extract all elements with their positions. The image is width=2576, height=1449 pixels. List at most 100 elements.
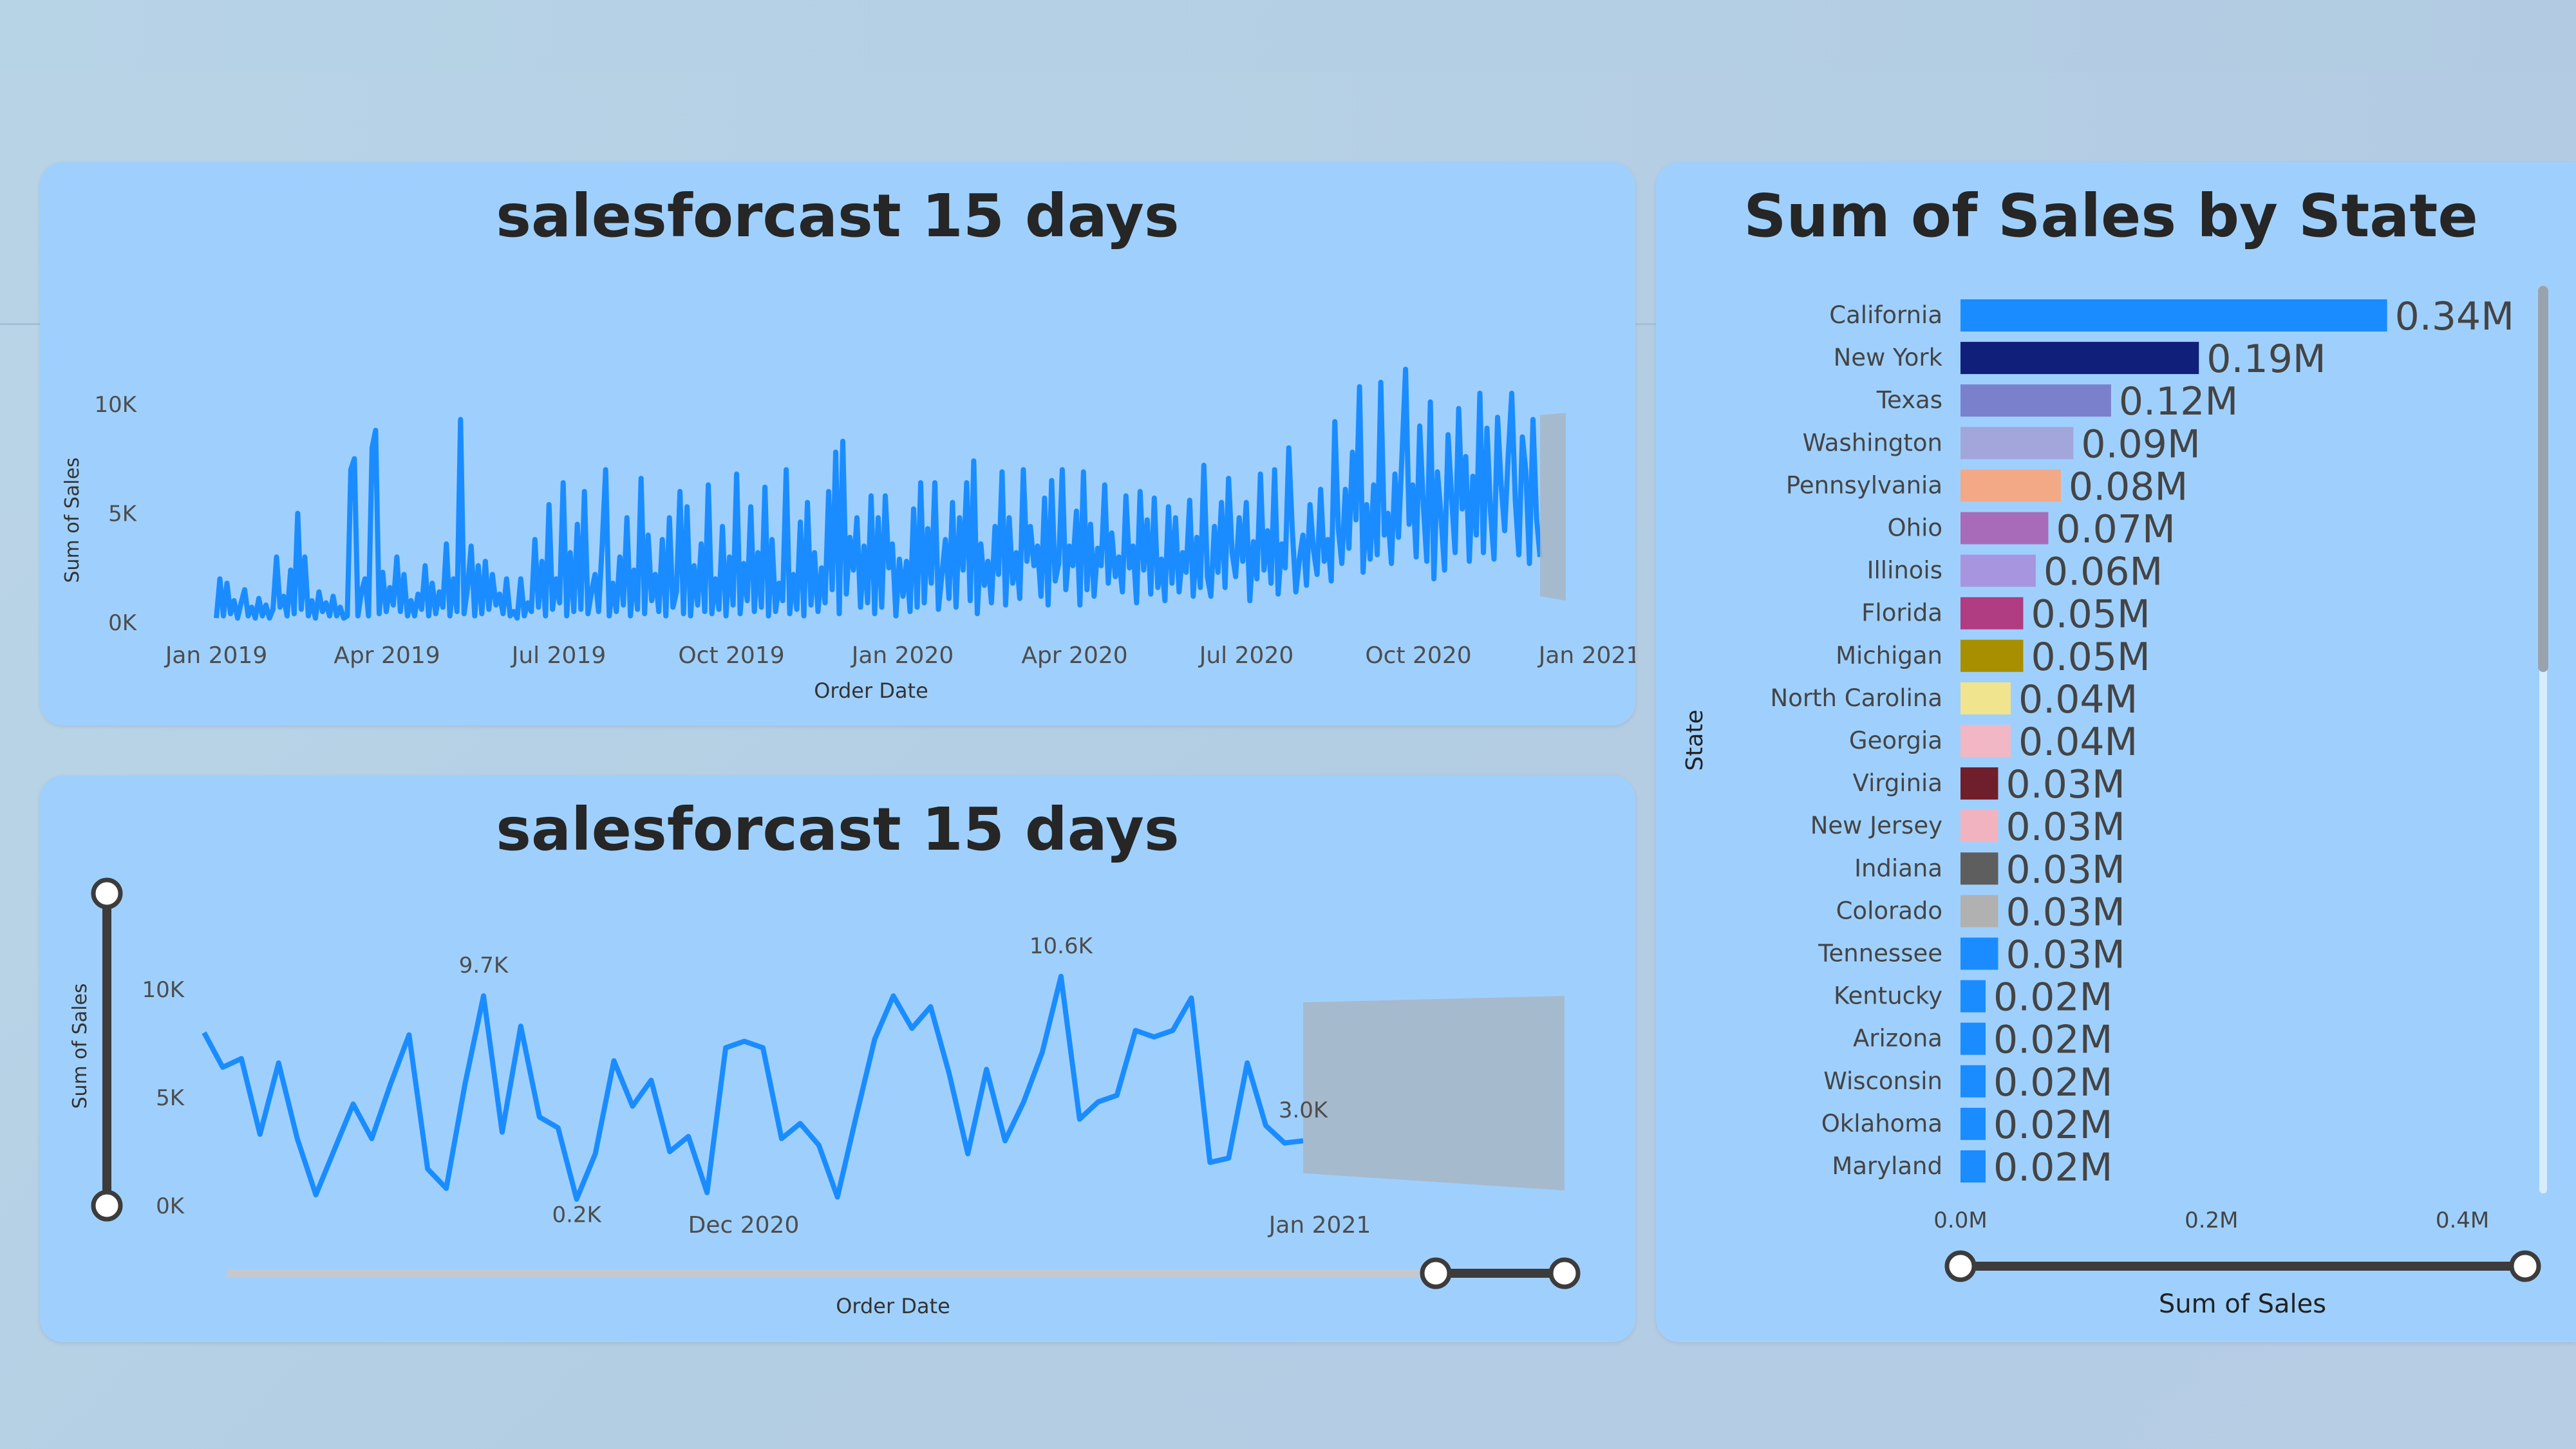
state-category-label: Washington xyxy=(1803,429,1942,456)
state-value-label: 0.03M xyxy=(2006,933,2125,978)
state-category-label: North Carolina xyxy=(1771,684,1942,712)
state-value-label: 0.02M xyxy=(1993,1103,2112,1148)
state-value-label: 0.02M xyxy=(1993,1145,2112,1190)
state-value-label: 0.08M xyxy=(2069,464,2188,509)
state-zoom-slider-right-handle[interactable] xyxy=(2509,1250,2541,1282)
state-value-label: 0.03M xyxy=(2006,847,2125,892)
state-value-label: 0.09M xyxy=(2081,422,2200,467)
state-category-label: Wisconsin xyxy=(1823,1067,1942,1095)
state-category-label: Florida xyxy=(1861,599,1942,627)
state-chart-x-ticks: 0.0M 0.2M 0.4M xyxy=(1933,1208,2489,1233)
state-bar xyxy=(1960,937,1998,970)
top-chart-x-tick: Apr 2019 xyxy=(334,642,440,669)
bottom-chart-data-label: 10.6K xyxy=(1029,933,1094,959)
state-chart-marks: California 0.34M New York 0.19M Texas 0.12M Wa… xyxy=(1771,294,2514,1190)
state-bar xyxy=(1960,512,2049,545)
top-chart-y-ticks: 0K 5K 10K xyxy=(94,392,137,636)
state-bar xyxy=(1960,384,2111,417)
state-category-label: Michigan xyxy=(1836,642,1942,669)
top-chart-x-tick: Oct 2020 xyxy=(1365,642,1471,669)
top-chart-title: salesforcast 15 days xyxy=(496,182,1180,250)
state-bar xyxy=(1960,1107,1986,1140)
bottom-chart-title: salesforcast 15 days xyxy=(496,795,1180,864)
state-category-label: Ohio xyxy=(1888,514,1943,542)
top-chart-y-tick: 5K xyxy=(108,501,138,527)
top-chart-y-axis-label: Sum of Sales xyxy=(61,457,84,583)
bottom-chart-y-tick: 0K xyxy=(156,1193,185,1219)
state-value-label: 0.02M xyxy=(1993,1018,2112,1063)
state-chart-x-tick: 0.2M xyxy=(2185,1208,2238,1233)
top-chart-card: salesforcast 15 days Sum of Sales Order … xyxy=(40,162,1635,725)
state-chart-x-axis-label: Sum of Sales xyxy=(2159,1289,2326,1319)
bottom-chart-data-label: 9.7K xyxy=(459,953,509,978)
state-category-label: Pennsylvania xyxy=(1786,471,1942,499)
state-category-label: Georgia xyxy=(1849,727,1942,754)
state-bar xyxy=(1960,597,2024,630)
state-value-label: 0.04M xyxy=(2018,677,2138,722)
state-bar xyxy=(1960,767,1998,800)
state-bar xyxy=(1960,895,1998,928)
x-zoom-slider-right-handle[interactable] xyxy=(1548,1257,1581,1289)
top-bar xyxy=(0,0,2576,74)
state-value-label: 0.03M xyxy=(2006,890,2125,935)
state-category-label: New Jersey xyxy=(1810,812,1942,839)
state-value-label: 0.03M xyxy=(2006,762,2125,807)
bottom-chart-y-ticks: 0K 5K 10K xyxy=(142,977,185,1219)
bottom-forecast-band xyxy=(1303,996,1565,1191)
state-bar xyxy=(1960,1150,1986,1183)
state-chart-card: Sum of Sales by State State Sum of Sales… xyxy=(1656,162,2576,1342)
bottom-chart-y-tick: 10K xyxy=(142,977,185,1003)
state-chart-x-tick: 0.0M xyxy=(1933,1208,1987,1233)
state-category-label: Illinois xyxy=(1867,557,1942,584)
state-bar xyxy=(1960,427,2074,460)
state-chart-title: Sum of Sales by State xyxy=(1744,182,2478,250)
state-value-label: 0.05M xyxy=(2031,635,2150,680)
state-bar xyxy=(1960,852,1998,885)
bottom-line-chart: Sum of Sales Order Date 0K 5K 10K Dec 2020… xyxy=(69,877,1581,1318)
state-bar xyxy=(1960,1065,1986,1098)
top-chart-x-ticks: Jan 2019 Apr 2019 Jul 2019 Oct 2019 Jan 2020… xyxy=(164,642,1635,669)
x-zoom-slider-left-handle[interactable] xyxy=(1420,1257,1452,1289)
state-value-label: 0.05M xyxy=(2031,592,2150,637)
state-chart-x-tick: 0.4M xyxy=(2436,1208,2489,1233)
state-category-label: Texas xyxy=(1876,386,1942,414)
top-chart-marks xyxy=(214,366,1566,621)
state-chart-y-axis-label: State xyxy=(1682,709,1708,771)
bottom-chart-x-axis-label: Order Date xyxy=(836,1294,950,1318)
state-category-label: Arizona xyxy=(1853,1025,1942,1052)
bottom-chart-x-ticks: Dec 2020 Jan 2021 xyxy=(688,1212,1371,1239)
top-chart-x-tick: Jul 2020 xyxy=(1198,642,1294,669)
top-chart-x-tick: Jan 2020 xyxy=(851,642,954,669)
state-value-label: 0.07M xyxy=(2056,507,2175,552)
state-bar xyxy=(1960,725,2011,757)
state-bar xyxy=(1960,299,2387,332)
state-bar xyxy=(1960,342,2199,375)
y-zoom-slider-bottom-handle[interactable] xyxy=(91,1190,123,1222)
state-value-label: 0.19M xyxy=(2206,337,2326,382)
y-zoom-slider-top-handle[interactable] xyxy=(91,877,123,910)
bottom-chart-data-label: 0.2K xyxy=(552,1202,602,1228)
state-bar xyxy=(1960,980,1986,1013)
state-zoom-slider-left-handle[interactable] xyxy=(1944,1250,1977,1282)
state-bar-chart: State Sum of Sales California 0.34M New Yo… xyxy=(1682,286,2548,1319)
state-category-label: New York xyxy=(1834,344,1943,371)
top-line-chart: Sum of Sales Order Date 0K 5K 10K Jan 2019… xyxy=(61,366,1635,703)
state-bar xyxy=(1960,469,2061,502)
state-value-label: 0.34M xyxy=(2395,294,2514,339)
bottom-chart-x-tick: Dec 2020 xyxy=(688,1212,800,1239)
bottom-chart-data-label: 3.0K xyxy=(1279,1098,1329,1123)
bottom-chart-y-axis-label: Sum of Sales xyxy=(69,983,91,1108)
state-category-label: Kentucky xyxy=(1834,982,1942,1010)
state-bar xyxy=(1960,810,1998,843)
top-sales-line xyxy=(214,366,1543,621)
state-value-label: 0.04M xyxy=(2018,720,2138,765)
top-chart-x-tick: Jan 2019 xyxy=(164,642,268,669)
bottom-chart-x-tick: Jan 2021 xyxy=(1268,1212,1371,1239)
state-bar xyxy=(1960,639,2024,672)
state-value-label: 0.02M xyxy=(1993,975,2112,1020)
top-chart-x-axis-label: Order Date xyxy=(814,678,928,703)
state-category-label: Oklahoma xyxy=(1821,1110,1942,1137)
state-value-label: 0.06M xyxy=(2044,550,2163,595)
bottom-chart-y-tick: 5K xyxy=(156,1085,185,1111)
state-scrollbar-thumb[interactable] xyxy=(2538,286,2548,672)
